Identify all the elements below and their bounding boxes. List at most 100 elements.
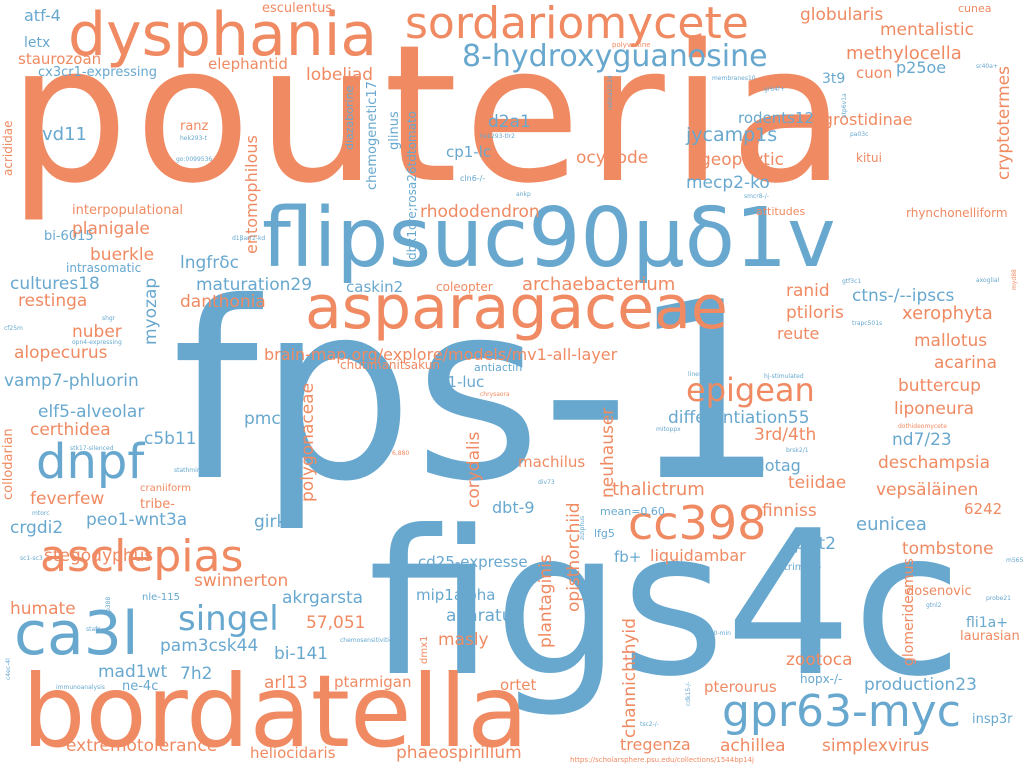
word-peo1-wnt3a: peo1-wnt3a [86, 510, 188, 530]
word-production23: production23 [864, 675, 977, 695]
word-danthonia: danthonia [180, 292, 266, 312]
word-sr40a: sr40a+ [976, 63, 998, 70]
word-bi-6015: bi-6015 [44, 229, 94, 244]
word-channichthyid: channichthyid [620, 618, 640, 738]
word-girk3: girk3 [254, 512, 298, 532]
word-geophytic: geophytic [700, 150, 785, 170]
word-ptarmigan: ptarmigan [334, 673, 412, 691]
word-restinga: restinga [18, 291, 88, 311]
word-bi-141: bi-141 [274, 644, 329, 664]
word-aparatus: aparatus [446, 606, 522, 626]
word-antiactin: antiactin [474, 361, 523, 374]
word-mallotus: mallotus [914, 331, 988, 351]
word-buerkle: buerkle [90, 245, 155, 265]
word-pmca4: pmca4 [244, 409, 302, 429]
word-scholarsphere-url: https://scholarsphere.psu.edu/collection… [570, 756, 754, 764]
word-ca3l: ca3l [14, 599, 139, 669]
word-dothideomycete: dothideomycete [898, 423, 947, 430]
word-jycamp1s: jycamp1s [686, 124, 778, 146]
word-myozap: myozap [141, 277, 161, 345]
word-agrostidinae: agrostidinae [813, 110, 913, 129]
word-epigean: epigean [686, 371, 815, 409]
word-ne-4c: ne-4c [122, 679, 159, 694]
word-laurasian: laurasian [960, 629, 1020, 644]
word-alopecurus: alopecurus [14, 343, 108, 363]
word-div73: div73 [538, 479, 555, 486]
word-myd88: myd88 [1011, 269, 1018, 290]
word-mip1alpha: mip1alpha [416, 586, 496, 604]
word-hek293-t: hek293-t [180, 135, 207, 142]
word-asparagaceae: asparagaceae [305, 273, 728, 343]
word-insp3r: insp3r [972, 712, 1013, 727]
word-phaeospirillum: phaeospirillum [396, 743, 522, 763]
word-6880: 6,880 [392, 450, 410, 457]
word-liquidambar: liquidambar [650, 546, 746, 565]
word-6242: 6242 [964, 500, 1003, 518]
word-retina: retina23,24 [607, 75, 614, 110]
word-go-0099536: go:0099536 [176, 156, 213, 163]
word-corydalis: corydalis [464, 431, 484, 508]
word-kitui: kitui [856, 151, 882, 165]
word-pterourus: pterourus [704, 678, 777, 696]
word-gpr63-myc: gpr63-myc [722, 686, 961, 737]
word-atf-4: atf-4 [24, 6, 61, 25]
word-methylocella: methylocella [846, 43, 962, 64]
word-8-hydroxyguanosine: 8-hydroxyguanosine [462, 39, 768, 74]
word-teiidae: teiidae [788, 473, 847, 493]
word-akrgarsta: akrgarsta [282, 588, 364, 608]
word-fb-plus: fb+ [614, 548, 642, 566]
word-rodents12: rodents12 [738, 109, 815, 127]
word-trapc501s: trapc501s [852, 320, 883, 327]
word-humate: humate [10, 599, 76, 619]
word-cryptotermes: cryptotermes [994, 66, 1014, 180]
word-stk17-silenced: stk17-silenced [70, 445, 114, 452]
word-acarina: acarina [934, 353, 998, 373]
word-glinus: glinus [387, 111, 402, 150]
word-cx3cr1-expressing: cx3cr1-expressing [38, 65, 157, 80]
word-masly: masly [438, 630, 489, 650]
word-caskin2: caskin2 [346, 278, 404, 296]
word-stegodyphus: stegodyphus [44, 546, 154, 566]
word-d1barr2-kd: d1βarr2-kd [232, 235, 266, 242]
word-simplexvirus: simplexvirus [822, 736, 930, 756]
word-tsc2: tsc2-/- [640, 721, 659, 728]
word-lobeliad: lobeliad [306, 65, 374, 85]
word-plantaginis: plantaginis [536, 554, 556, 648]
word-fli1a: fli1a+ [966, 615, 1008, 631]
word-mentalistic: mentalistic [880, 20, 974, 40]
word-ranz: ranz [180, 119, 209, 134]
word-4t1-luc: 4t1-luc [432, 373, 485, 391]
word-coleopter: coleopter [436, 280, 493, 294]
word-rhododendron: rhododendron [420, 202, 540, 222]
word-cln6: cln6-/- [460, 174, 486, 183]
word-achillea: achillea [720, 736, 786, 756]
word-7h2: 7h2 [180, 664, 213, 684]
word-3t9: 3t9 [822, 71, 846, 87]
word-lines22: lines22 [688, 371, 710, 378]
word-gr64f: gr64f+ [764, 86, 786, 93]
word-probe21: probe21 [986, 595, 1011, 602]
word-arl13: arl13 [264, 673, 308, 693]
word-dnpf: dnpf [36, 434, 145, 490]
word-lfg5: lfg5 [594, 527, 615, 540]
word-thalictrum: thalictrum [612, 479, 705, 500]
word-stafs: stafs [86, 626, 101, 633]
word-bordatella: bordatella [22, 653, 529, 768]
word-p388: p388 [105, 596, 112, 612]
word-diazaborine: diazaborine [343, 85, 356, 150]
word-certhidea: certhidea [30, 420, 111, 440]
word-mecp2-ko: mecp2-ko [686, 173, 770, 193]
word-finniss: finniss [762, 501, 817, 521]
word-tribe: tribe- [140, 497, 175, 512]
word-prrt2: prrt2 [794, 534, 836, 554]
word-neuhauser: neuhauser [598, 407, 618, 498]
word-57051: 57,051 [306, 613, 366, 633]
word-polyvoltine: polyvoltine [612, 41, 651, 49]
word-chutimanitsakun: chutimanitsakun [340, 358, 440, 372]
word-brain-map-url: brain-map.org/explore/models/mv1-all-lay… [264, 345, 618, 364]
word-brsk2: brsk2/1 [786, 447, 809, 454]
word-liponeura: liponeura [894, 399, 975, 419]
word-glomeridesmus: glomeridesmus [901, 558, 917, 666]
word-pam3csk44: pam3csk44 [160, 636, 259, 656]
